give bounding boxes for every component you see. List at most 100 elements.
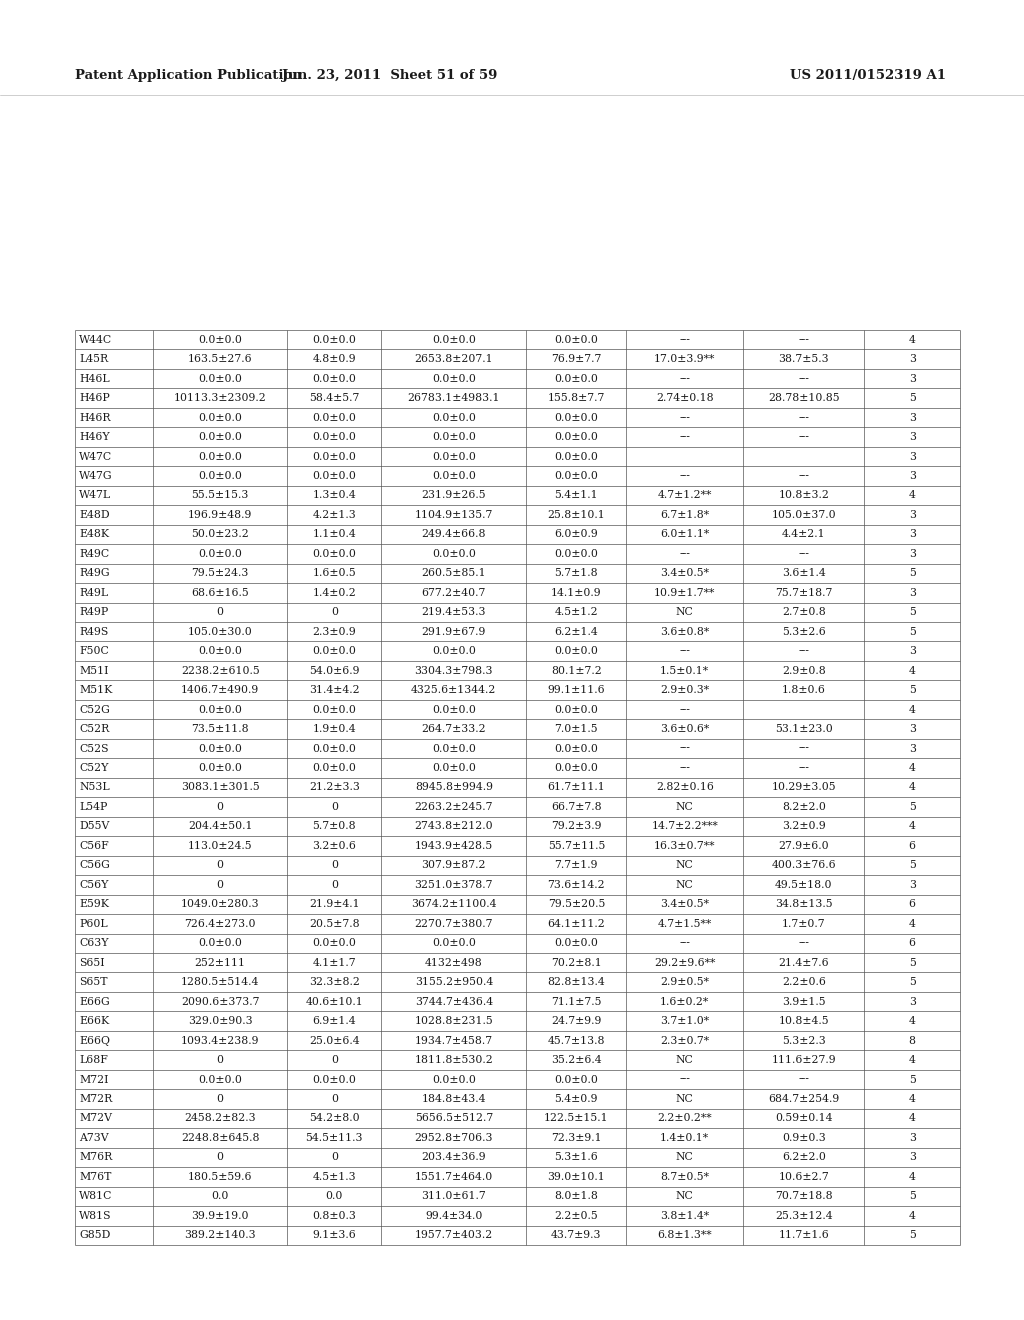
Text: Jun. 23, 2011  Sheet 51 of 59: Jun. 23, 2011 Sheet 51 of 59	[283, 69, 498, 82]
Text: 14.1±0.9: 14.1±0.9	[551, 587, 602, 598]
Text: 1811.8±530.2: 1811.8±530.2	[415, 1055, 494, 1065]
Text: M72R: M72R	[79, 1094, 113, 1104]
Text: 50.0±23.2: 50.0±23.2	[191, 529, 249, 540]
Text: ---: ---	[799, 549, 809, 558]
Text: 4.8±0.9: 4.8±0.9	[312, 354, 356, 364]
Text: 260.5±85.1: 260.5±85.1	[422, 569, 486, 578]
Text: 0.0±0.0: 0.0±0.0	[432, 763, 476, 774]
Text: 70.2±8.1: 70.2±8.1	[551, 958, 602, 968]
Text: C56F: C56F	[79, 841, 109, 851]
Text: 4.4±2.1: 4.4±2.1	[782, 529, 825, 540]
Text: 7.0±1.5: 7.0±1.5	[555, 725, 598, 734]
Text: 3: 3	[908, 432, 915, 442]
Text: ---: ---	[799, 471, 809, 480]
Text: 6: 6	[908, 939, 915, 948]
Text: 0: 0	[217, 803, 223, 812]
Text: 3.8±1.4*: 3.8±1.4*	[660, 1210, 710, 1221]
Text: 5: 5	[908, 977, 915, 987]
Text: 2090.6±373.7: 2090.6±373.7	[181, 997, 259, 1007]
Text: 0.0±0.0: 0.0±0.0	[312, 471, 356, 480]
Text: 3: 3	[908, 743, 915, 754]
Text: 0.0±0.0: 0.0±0.0	[554, 451, 598, 462]
Text: 10.8±3.2: 10.8±3.2	[778, 491, 829, 500]
Text: 2952.8±706.3: 2952.8±706.3	[415, 1133, 493, 1143]
Text: 5: 5	[908, 607, 915, 618]
Text: 231.9±26.5: 231.9±26.5	[422, 491, 486, 500]
Text: 0: 0	[331, 880, 338, 890]
Text: 0.0±0.0: 0.0±0.0	[554, 335, 598, 345]
Text: 311.0±61.7: 311.0±61.7	[422, 1192, 486, 1201]
Text: W81S: W81S	[79, 1210, 112, 1221]
Text: G85D: G85D	[79, 1230, 111, 1241]
Text: W44C: W44C	[79, 335, 112, 345]
Text: C63Y: C63Y	[79, 939, 109, 948]
Text: 9.1±3.6: 9.1±3.6	[312, 1230, 356, 1241]
Text: 3: 3	[908, 997, 915, 1007]
Text: ---: ---	[679, 471, 690, 480]
Text: 0: 0	[331, 1152, 338, 1163]
Text: 0.59±0.14: 0.59±0.14	[775, 1114, 833, 1123]
Text: 3.6±1.4: 3.6±1.4	[782, 569, 825, 578]
Text: NC: NC	[676, 1055, 693, 1065]
Text: ---: ---	[799, 939, 809, 948]
Text: 2.9±0.5*: 2.9±0.5*	[660, 977, 710, 987]
Text: 4.1±1.7: 4.1±1.7	[312, 958, 356, 968]
Text: 0.0±0.0: 0.0±0.0	[554, 1074, 598, 1085]
Text: 1551.7±464.0: 1551.7±464.0	[415, 1172, 493, 1181]
Text: 0.0±0.0: 0.0±0.0	[312, 743, 356, 754]
Text: L54P: L54P	[79, 803, 108, 812]
Text: 21.9±4.1: 21.9±4.1	[309, 899, 359, 909]
Text: 0.0±0.0: 0.0±0.0	[554, 705, 598, 714]
Text: 1.9±0.4: 1.9±0.4	[312, 725, 356, 734]
Text: 4: 4	[908, 1114, 915, 1123]
Text: 24.7±9.9: 24.7±9.9	[551, 1016, 601, 1026]
Text: M72I: M72I	[79, 1074, 109, 1085]
Text: 4: 4	[908, 821, 915, 832]
Text: 76.9±7.7: 76.9±7.7	[551, 354, 601, 364]
Text: NC: NC	[676, 1094, 693, 1104]
Text: 6.0±0.9: 6.0±0.9	[554, 529, 598, 540]
Text: 4.7±1.5**: 4.7±1.5**	[657, 919, 712, 929]
Text: 0: 0	[217, 861, 223, 870]
Text: 5: 5	[908, 627, 915, 636]
Text: 105.0±30.0: 105.0±30.0	[187, 627, 253, 636]
Text: 2458.2±82.3: 2458.2±82.3	[184, 1114, 256, 1123]
Text: 21.4±7.6: 21.4±7.6	[778, 958, 829, 968]
Text: 3: 3	[908, 725, 915, 734]
Text: 71.1±7.5: 71.1±7.5	[551, 997, 602, 1007]
Text: S65T: S65T	[79, 977, 108, 987]
Text: 1104.9±135.7: 1104.9±135.7	[415, 510, 493, 520]
Text: 5: 5	[908, 1074, 915, 1085]
Text: C52Y: C52Y	[79, 763, 109, 774]
Text: 0.0±0.0: 0.0±0.0	[432, 549, 476, 558]
Text: 1.1±0.4: 1.1±0.4	[312, 529, 356, 540]
Text: C56Y: C56Y	[79, 880, 109, 890]
Text: 45.7±13.8: 45.7±13.8	[548, 1036, 605, 1045]
Text: A73V: A73V	[79, 1133, 109, 1143]
Text: ---: ---	[679, 705, 690, 714]
Text: 0.0±0.0: 0.0±0.0	[432, 705, 476, 714]
Text: 25.8±10.1: 25.8±10.1	[548, 510, 605, 520]
Text: NC: NC	[676, 1192, 693, 1201]
Text: ---: ---	[799, 1074, 809, 1085]
Text: 2.82±0.16: 2.82±0.16	[655, 783, 714, 792]
Text: 2.9±0.3*: 2.9±0.3*	[660, 685, 710, 696]
Text: M51I: M51I	[79, 665, 109, 676]
Text: 5: 5	[908, 393, 915, 403]
Text: 5.4±0.9: 5.4±0.9	[555, 1094, 598, 1104]
Text: 54.2±8.0: 54.2±8.0	[309, 1114, 359, 1123]
Text: 79.5±24.3: 79.5±24.3	[191, 569, 249, 578]
Text: 4: 4	[908, 1172, 915, 1181]
Text: 3: 3	[908, 510, 915, 520]
Text: 4: 4	[908, 783, 915, 792]
Text: 4325.6±1344.2: 4325.6±1344.2	[411, 685, 497, 696]
Text: NC: NC	[676, 803, 693, 812]
Text: 3.2±0.6: 3.2±0.6	[312, 841, 356, 851]
Text: ---: ---	[799, 432, 809, 442]
Text: 2238.2±610.5: 2238.2±610.5	[181, 665, 259, 676]
Text: 5.3±2.6: 5.3±2.6	[782, 627, 825, 636]
Text: 0.0±0.0: 0.0±0.0	[199, 471, 242, 480]
Text: 0.0±0.0: 0.0±0.0	[199, 763, 242, 774]
Text: 1.5±0.1*: 1.5±0.1*	[660, 665, 710, 676]
Text: 99.4±34.0: 99.4±34.0	[425, 1210, 482, 1221]
